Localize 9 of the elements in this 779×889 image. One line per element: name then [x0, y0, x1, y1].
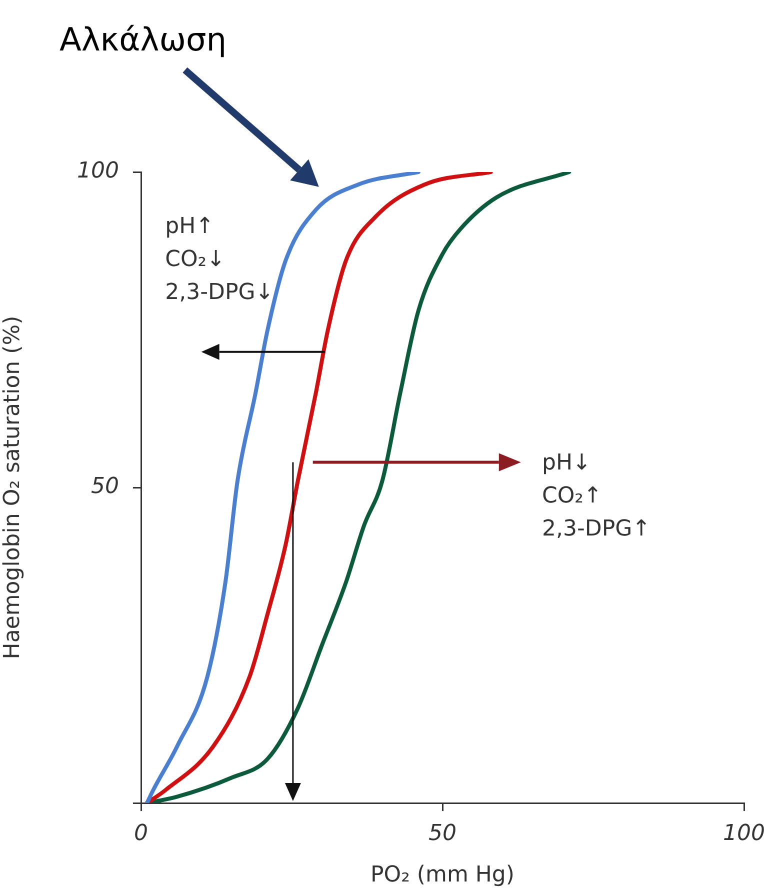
x-tick-label: 50 — [428, 820, 456, 846]
x-tick-label: 100 — [723, 820, 765, 846]
y-axis-title: Haemoglobin O₂ saturation (%) — [0, 316, 25, 660]
x-tick-label: 0 — [134, 820, 148, 846]
x-axis-title: PO₂ (mm Hg) — [370, 862, 514, 888]
text: Αλκάλωση — [59, 20, 227, 58]
line-series — [145, 172, 420, 803]
annotation: pH↓ CO₂↑ 2,3-DPG↑ — [542, 450, 651, 542]
annotation: pH↑ CO₂↓ 2,3-DPG↓ — [165, 214, 274, 305]
